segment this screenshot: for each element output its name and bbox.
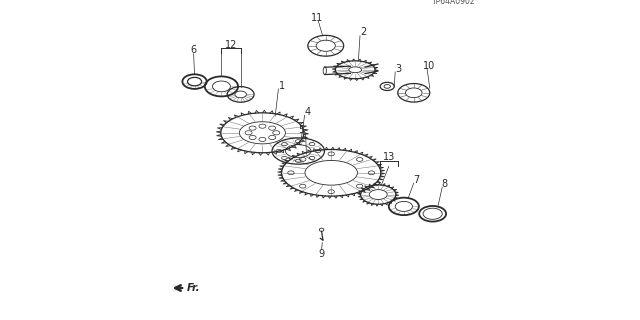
Text: 3: 3 <box>396 64 401 74</box>
Text: 4: 4 <box>305 107 311 117</box>
Text: 8: 8 <box>441 179 447 189</box>
Text: 1: 1 <box>278 81 285 91</box>
Text: 5: 5 <box>299 124 305 135</box>
Text: 13: 13 <box>383 152 395 163</box>
Text: 9: 9 <box>319 249 324 260</box>
Text: 11: 11 <box>310 12 323 23</box>
Text: 10: 10 <box>422 60 435 71</box>
Text: 7: 7 <box>413 175 419 185</box>
Text: 6: 6 <box>191 44 196 55</box>
Text: 12: 12 <box>225 40 237 50</box>
Text: TP64A0902: TP64A0902 <box>431 0 475 6</box>
Text: Fr.: Fr. <box>187 283 200 293</box>
Text: 2: 2 <box>360 27 366 37</box>
